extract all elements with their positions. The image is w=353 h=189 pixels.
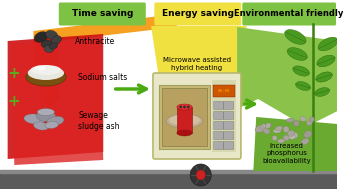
Text: Energy saving: Energy saving [162,9,234,19]
Text: Sodium salts: Sodium salts [78,73,128,81]
Polygon shape [34,14,177,109]
Text: Microwave assisted
hybrid heating: Microwave assisted hybrid heating [163,57,231,71]
Ellipse shape [317,55,335,67]
Ellipse shape [301,138,309,145]
Ellipse shape [292,132,298,139]
Ellipse shape [44,45,54,53]
Circle shape [196,170,205,180]
FancyBboxPatch shape [59,2,146,26]
Circle shape [190,164,211,186]
Ellipse shape [52,36,61,44]
Ellipse shape [46,30,58,40]
Ellipse shape [256,125,264,132]
FancyBboxPatch shape [154,2,241,26]
FancyBboxPatch shape [224,132,234,139]
Ellipse shape [263,128,270,134]
FancyBboxPatch shape [224,142,234,149]
Text: 88:88: 88:88 [218,89,231,93]
FancyBboxPatch shape [242,2,336,26]
Ellipse shape [34,66,46,70]
Ellipse shape [287,130,295,136]
Ellipse shape [272,136,277,141]
FancyBboxPatch shape [224,122,234,129]
Polygon shape [237,27,337,127]
Ellipse shape [37,108,54,115]
Circle shape [179,105,182,108]
Text: +: + [7,67,20,81]
Text: Time saving: Time saving [72,9,133,19]
Ellipse shape [283,135,289,141]
Bar [212,80,236,152]
Ellipse shape [34,32,48,42]
Ellipse shape [306,120,312,125]
Bar [0,170,337,173]
Text: Increased
phosphorus
bioavailability: Increased phosphorus bioavailability [262,143,311,163]
Ellipse shape [34,122,49,130]
Ellipse shape [41,40,53,48]
Ellipse shape [318,37,338,51]
Text: Anthracite: Anthracite [74,36,115,46]
Ellipse shape [177,130,192,136]
Ellipse shape [265,123,271,128]
Polygon shape [11,39,103,165]
Ellipse shape [261,124,266,129]
Ellipse shape [287,48,307,60]
Circle shape [187,105,190,108]
Ellipse shape [255,127,262,132]
FancyBboxPatch shape [224,101,234,109]
Ellipse shape [265,123,271,128]
Ellipse shape [288,134,295,139]
Ellipse shape [315,88,330,96]
FancyBboxPatch shape [214,112,224,119]
Ellipse shape [277,139,285,143]
Ellipse shape [169,115,200,125]
Ellipse shape [49,43,58,49]
Text: +: + [7,94,20,108]
Ellipse shape [309,117,315,122]
Ellipse shape [45,122,58,129]
Ellipse shape [280,139,284,143]
Text: Environmental friendly: Environmental friendly [234,9,344,19]
FancyBboxPatch shape [153,73,241,159]
Ellipse shape [293,66,310,76]
Ellipse shape [300,116,306,121]
Bar [162,88,208,146]
Ellipse shape [26,68,66,86]
Ellipse shape [31,65,61,75]
Ellipse shape [285,29,306,44]
Ellipse shape [283,126,289,132]
FancyBboxPatch shape [224,112,234,119]
Ellipse shape [47,116,64,126]
Circle shape [183,105,186,108]
Ellipse shape [316,72,333,82]
Ellipse shape [36,111,55,122]
FancyBboxPatch shape [214,142,224,149]
Ellipse shape [286,118,294,122]
Polygon shape [151,26,247,89]
Text: Sewage
sludge ash: Sewage sludge ash [78,111,120,131]
FancyBboxPatch shape [214,122,224,129]
Ellipse shape [177,104,192,110]
Bar [177,107,192,133]
Bar [159,85,210,149]
Polygon shape [253,117,337,171]
Ellipse shape [304,131,312,138]
Ellipse shape [273,129,281,133]
Ellipse shape [275,126,283,131]
Ellipse shape [166,114,203,128]
FancyBboxPatch shape [214,101,224,109]
Ellipse shape [24,114,45,124]
Bar [213,85,235,97]
Ellipse shape [28,66,64,80]
FancyBboxPatch shape [214,132,224,139]
Ellipse shape [295,82,311,90]
Polygon shape [8,34,103,159]
Ellipse shape [293,121,299,126]
Bar [0,171,337,189]
